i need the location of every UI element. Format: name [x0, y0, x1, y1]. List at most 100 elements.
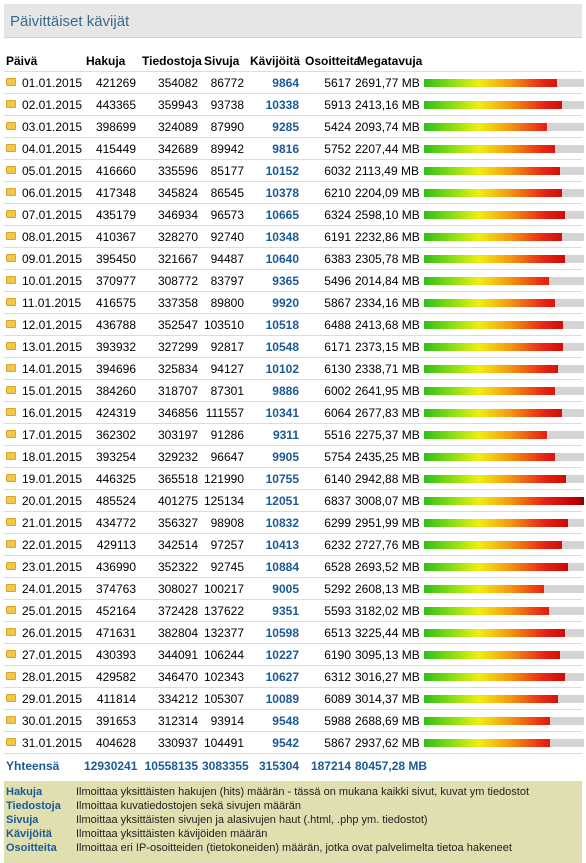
traffic-bar-track: [424, 474, 584, 483]
row-megatavuja: 2413,16 MB: [355, 93, 421, 116]
row-date: 22.01.2015: [22, 537, 83, 552]
table-row: 18.01.2015 393254 329232 96647 9905 5754 2435,…: [4, 445, 584, 468]
row-osoitteita: 6312: [303, 665, 355, 688]
traffic-bar-track: [424, 364, 584, 373]
row-sivuja: 98908: [202, 511, 248, 534]
row-sivuja: 121990: [202, 467, 248, 490]
row-sivuja: 102343: [202, 665, 248, 688]
traffic-bar-track: [424, 320, 584, 329]
row-hakuja: 411814: [84, 687, 140, 710]
legend-description: Ilmoittaa yksittäisten kävijöiden määrän: [76, 828, 268, 840]
totals-sivuja: 3083355: [202, 759, 249, 773]
traffic-bar: [424, 628, 565, 637]
legend-term: Hakuja: [6, 786, 43, 798]
totals-label: Yhteensä: [6, 759, 60, 773]
legend-box: Hakuja Ilmoittaa yksittäisten hakujen (hi…: [4, 781, 582, 863]
row-kavijoita: 9285: [248, 115, 303, 138]
row-osoitteita: 6190: [303, 643, 355, 666]
row-megatavuja: 2014,84 MB: [355, 269, 421, 292]
row-osoitteita: 6232: [303, 533, 355, 556]
row-megatavuja: 2373,15 MB: [355, 335, 421, 358]
table-row: 06.01.2015 417348 345824 86545 10378 6210 2204…: [4, 181, 584, 204]
folder-icon: [6, 210, 16, 219]
row-hakuja: 374763: [84, 577, 140, 600]
row-date: 26.01.2015: [22, 625, 83, 640]
row-tiedostoja: 321667: [140, 247, 202, 270]
row-kavijoita: 10227: [248, 643, 303, 666]
traffic-bar-track: [424, 716, 584, 725]
traffic-bar: [424, 342, 563, 351]
table-row: 03.01.2015 398699 324089 87990 9285 5424 2093,…: [4, 115, 584, 138]
col-header-megatavuja: Megatavuja: [355, 51, 422, 72]
traffic-bar: [424, 738, 550, 747]
row-hakuja: 424319: [84, 401, 140, 424]
traffic-bar: [424, 210, 565, 219]
row-osoitteita: 5593: [303, 599, 355, 622]
table-row: 31.01.2015 404628 330937 104491 9542 5867 2937…: [4, 731, 584, 754]
row-date: 23.01.2015: [22, 559, 83, 574]
row-hakuja: 430393: [84, 643, 140, 666]
row-sivuja: 91286: [202, 423, 248, 446]
folder-icon: [6, 232, 16, 241]
folder-icon: [6, 408, 16, 417]
row-tiedostoja: 318707: [140, 379, 202, 402]
row-tiedostoja: 352322: [140, 555, 202, 578]
row-hakuja: 398699: [84, 115, 140, 138]
folder-icon: [6, 100, 16, 109]
row-megatavuja: 3008,07 MB: [355, 489, 421, 512]
traffic-bar-track: [424, 78, 584, 87]
row-osoitteita: 5867: [303, 731, 355, 754]
row-osoitteita: 6837: [303, 489, 355, 512]
table-row: 24.01.2015 374763 308027 100217 9005 5292 2608…: [4, 577, 584, 600]
row-date: 07.01.2015: [22, 207, 83, 222]
row-kavijoita: 9816: [248, 137, 303, 160]
row-sivuja: 104491: [202, 731, 248, 754]
row-osoitteita: 6130: [303, 357, 355, 380]
table-row: 30.01.2015 391653 312314 93914 9548 5988 2688,…: [4, 709, 584, 732]
row-osoitteita: 5424: [303, 115, 355, 138]
col-header-hakuja: Hakuja: [84, 51, 140, 72]
row-sivuja: 85177: [202, 159, 248, 182]
table-header-row: Päivä Hakuja Tiedostoja Sivuja Kävijöitä…: [4, 51, 582, 72]
row-kavijoita: 10089: [248, 687, 303, 710]
traffic-bar: [424, 584, 544, 593]
table-row: 07.01.2015 435179 346934 96573 10665 6324 2598…: [4, 203, 584, 226]
col-header-bar: [421, 51, 582, 72]
row-date: 05.01.2015: [22, 163, 83, 178]
table-row: 27.01.2015 430393 344091 106244 10227 6190 309…: [4, 643, 584, 666]
traffic-bar: [424, 430, 547, 439]
row-sivuja: 92745: [202, 555, 248, 578]
row-kavijoita: 9542: [248, 731, 303, 754]
row-hakuja: 393932: [84, 335, 140, 358]
folder-icon: [6, 606, 16, 615]
row-megatavuja: 2598,10 MB: [355, 203, 421, 226]
row-date: 30.01.2015: [22, 713, 83, 728]
folder-icon: [6, 694, 16, 703]
row-tiedostoja: 346470: [140, 665, 202, 688]
row-hakuja: 446325: [84, 467, 140, 490]
row-sivuja: 87990: [202, 115, 248, 138]
row-megatavuja: 2435,25 MB: [355, 445, 421, 468]
row-megatavuja: 2693,52 MB: [355, 555, 421, 578]
traffic-bar-track: [424, 100, 584, 109]
row-hakuja: 391653: [84, 709, 140, 732]
row-sivuja: 87301: [202, 379, 248, 402]
folder-icon: [6, 144, 16, 153]
legend-term: Osoitteita: [6, 842, 57, 854]
legend-item: Tiedostoja Ilmoittaa kuvatiedostojen sekä…: [4, 799, 582, 813]
traffic-bar: [424, 364, 558, 373]
traffic-bar-track: [424, 144, 584, 153]
traffic-bar-track: [424, 276, 584, 285]
row-sivuja: 125134: [202, 489, 248, 512]
row-tiedostoja: 308027: [140, 577, 202, 600]
table-row: 22.01.2015 429113 342514 97257 10413 6232 2727…: [4, 533, 584, 556]
row-sivuja: 94487: [202, 247, 248, 270]
folder-icon: [6, 364, 16, 373]
traffic-bar-track: [424, 254, 584, 263]
traffic-bar: [424, 188, 562, 197]
traffic-bar-track: [424, 738, 584, 747]
row-date: 18.01.2015: [22, 449, 83, 464]
row-megatavuja: 2334,16 MB: [355, 291, 421, 314]
row-kavijoita: 10348: [248, 225, 303, 248]
row-osoitteita: 5516: [303, 423, 355, 446]
